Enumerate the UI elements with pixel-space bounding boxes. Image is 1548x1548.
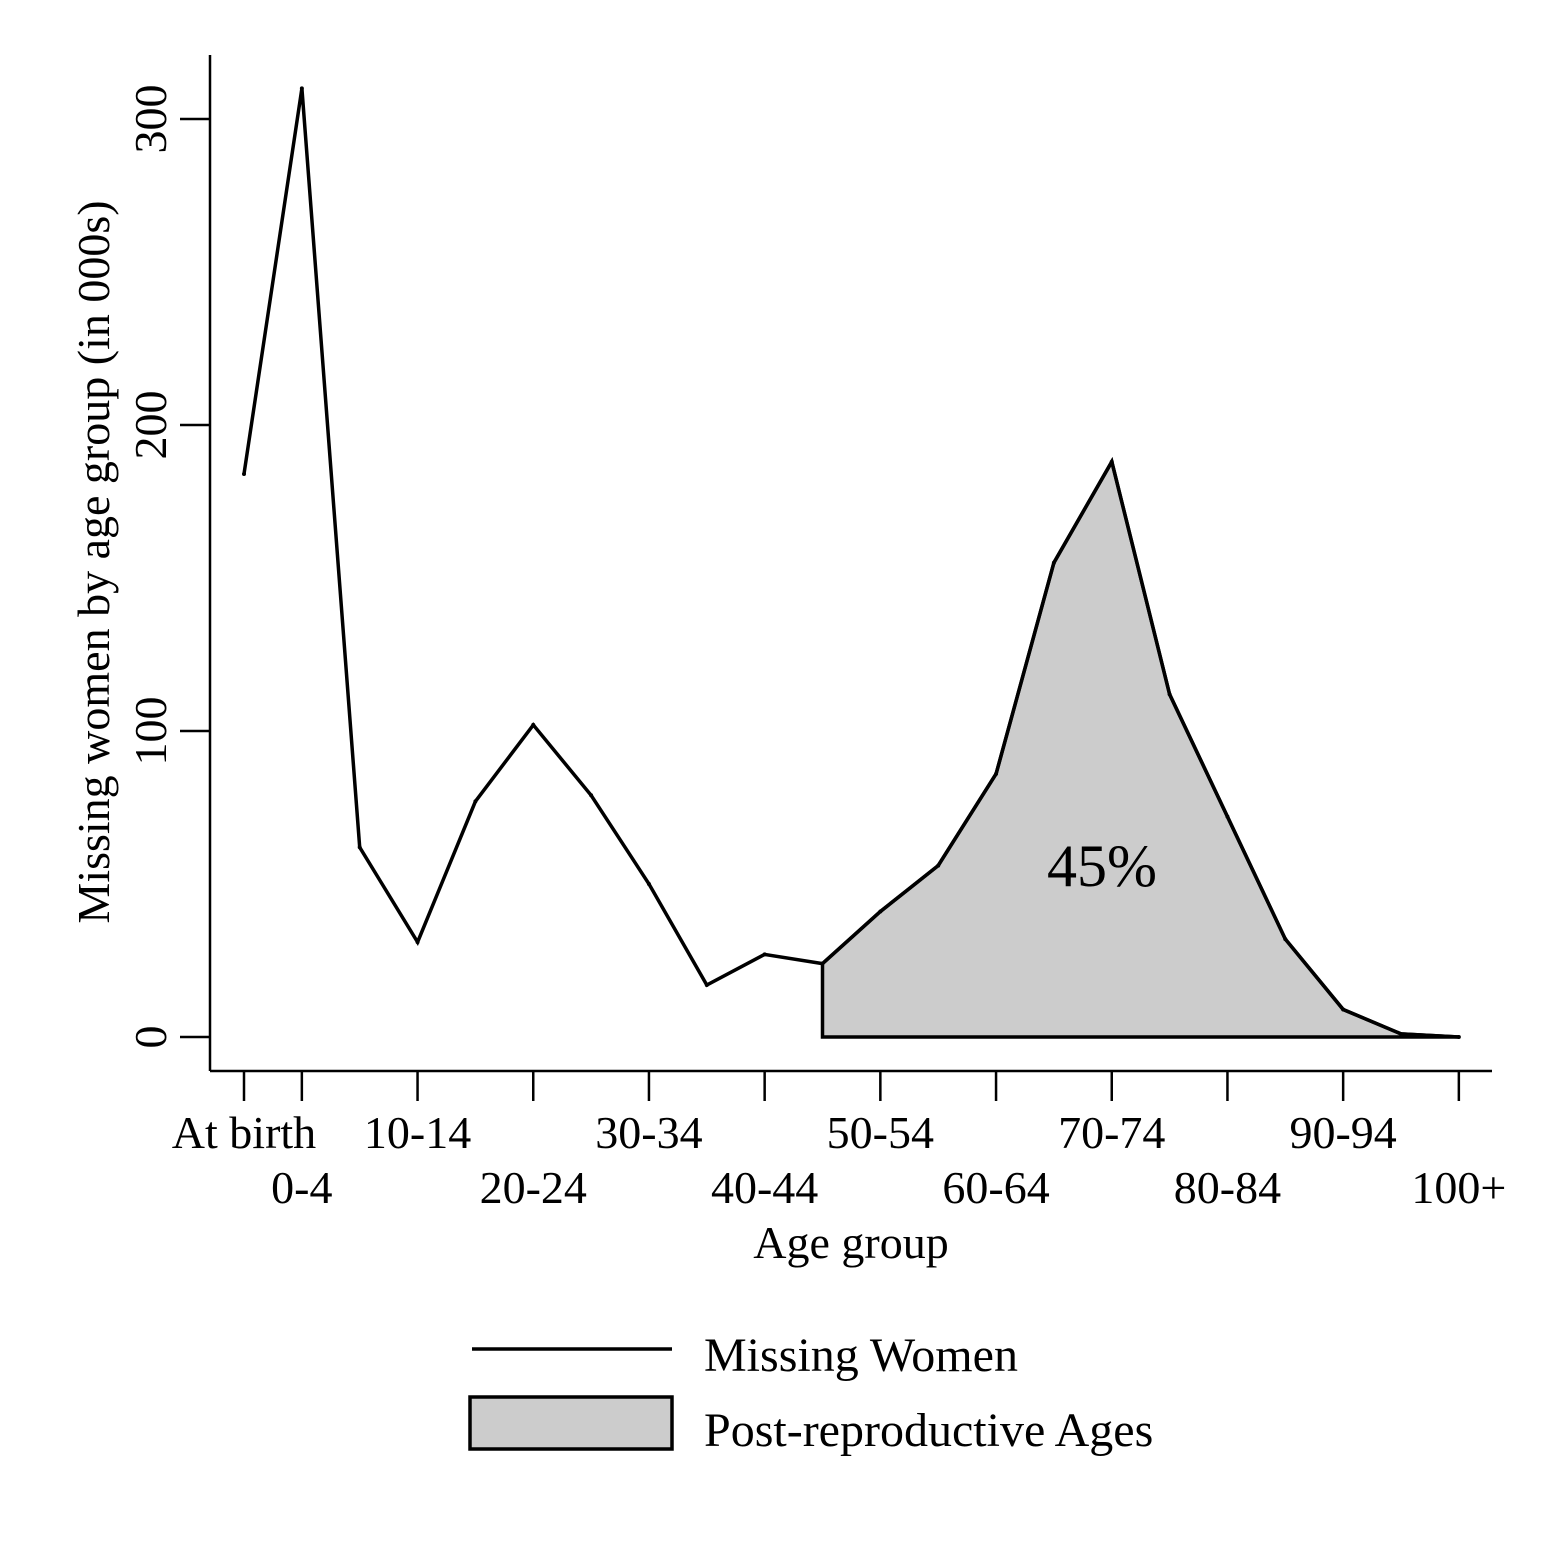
x-tick-label-90-94: 90-94 xyxy=(1289,1107,1396,1158)
data-point-95-99 xyxy=(1399,1031,1403,1036)
data-point-20-24 xyxy=(531,722,536,727)
y-tick-label-100: 100 xyxy=(125,697,176,766)
post-reproductive-area xyxy=(820,457,1459,1039)
legend-label-missing-women: Missing Women xyxy=(704,1329,1018,1382)
share-annotation: 45% xyxy=(1047,833,1157,899)
x-tick-label-20-24: 20-24 xyxy=(480,1162,587,1213)
x-tick-label-at-birth: At birth xyxy=(172,1107,316,1158)
legend-area-swatch xyxy=(468,1395,674,1451)
data-point-5-9 xyxy=(357,845,362,850)
x-tick-label-70-74: 70-74 xyxy=(1058,1107,1165,1158)
plot-area: 45% xyxy=(242,86,1461,1039)
data-point-60-64 xyxy=(994,771,999,776)
x-tick-label-40-44: 40-44 xyxy=(711,1162,818,1213)
data-point-0-4 xyxy=(299,86,304,91)
x-tick-label-10-14: 10-14 xyxy=(364,1107,471,1158)
data-point-70-74 xyxy=(1109,459,1114,464)
y-axis-title: Missing women by age group (in 000s) xyxy=(68,200,119,923)
x-tick-label-80-84: 80-84 xyxy=(1174,1162,1281,1213)
data-point-45-49 xyxy=(820,961,825,966)
x-tick-label-100-: 100+ xyxy=(1411,1162,1506,1213)
data-point-10-14 xyxy=(415,940,420,945)
data-point-35-39 xyxy=(704,982,709,987)
data-point-85-89 xyxy=(1283,937,1288,942)
data-point-90-94 xyxy=(1341,1007,1346,1012)
y-axis: 0 100 200 300 Missing women by age group (i… xyxy=(68,55,212,1071)
x-tick-label-0-4: 0-4 xyxy=(271,1162,332,1213)
data-point-65-69 xyxy=(1051,560,1056,565)
legend: Missing Women Post-reproductive Ages xyxy=(468,1329,1153,1457)
x-tick-label-50-54: 50-54 xyxy=(827,1107,934,1158)
data-point-55-59 xyxy=(936,863,941,868)
data-point-40-44 xyxy=(762,952,767,957)
data-point-25-29 xyxy=(589,793,594,798)
y-ticks: 0 100 200 300 xyxy=(125,85,210,1049)
y-tick-label-0: 0 xyxy=(125,1026,176,1049)
legend-label-post-reproductive: Post-reproductive Ages xyxy=(704,1404,1153,1457)
data-points xyxy=(242,86,1461,1039)
data-point-At birth xyxy=(242,471,246,476)
y-tick-label-300: 300 xyxy=(125,85,176,154)
x-tick-label-30-34: 30-34 xyxy=(595,1107,702,1158)
data-point-15-19 xyxy=(473,799,478,804)
data-point-75-79 xyxy=(1167,692,1172,697)
x-tick-label-60-64: 60-64 xyxy=(942,1162,1049,1213)
data-point-50-54 xyxy=(878,909,883,914)
series-line-missing-women xyxy=(242,88,1459,1039)
x-axis-title: Age group xyxy=(753,1217,948,1268)
data-point-30-34 xyxy=(646,882,651,886)
data-point-100+ xyxy=(1456,1035,1461,1039)
data-point-80-84 xyxy=(1225,814,1230,819)
y-tick-label-200: 200 xyxy=(125,391,176,460)
